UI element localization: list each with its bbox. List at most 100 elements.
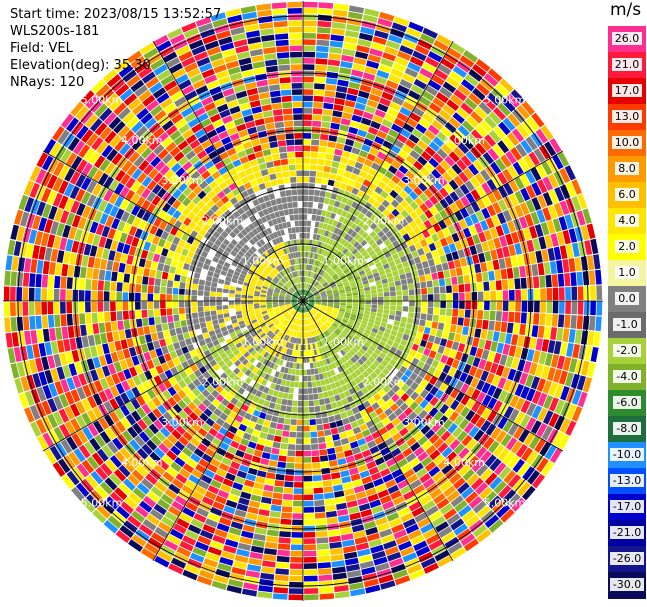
velocity-gate: [35, 357, 44, 372]
velocity-gate: [378, 63, 392, 74]
velocity-gate: [258, 183, 266, 191]
velocity-gate: [242, 267, 249, 273]
velocity-gate: [66, 289, 72, 301]
velocity-gate: [131, 410, 142, 422]
velocity-gate: [457, 317, 464, 326]
velocity-gate: [137, 419, 148, 431]
velocity-gate: [235, 287, 242, 292]
velocity-gate: [413, 318, 420, 326]
velocity-gate: [287, 336, 292, 342]
velocity-gate: [414, 512, 428, 523]
velocity-gate: [409, 149, 420, 160]
velocity-gate: [177, 389, 187, 399]
velocity-gate: [301, 270, 303, 276]
velocity-gate: [213, 408, 223, 417]
velocity-gate: [399, 365, 408, 374]
velocity-gate: [280, 379, 287, 386]
velocity-gate: [109, 455, 122, 468]
velocity-gate: [331, 472, 341, 480]
velocity-gate: [236, 51, 251, 60]
velocity-gate: [404, 369, 413, 378]
velocity-gate: [131, 510, 145, 523]
velocity-gate: [291, 296, 298, 300]
velocity-gate: [288, 588, 303, 594]
velocity-gate: [420, 313, 427, 320]
velocity-gate: [582, 315, 590, 330]
velocity-gate: [291, 532, 303, 538]
velocity-gate: [318, 334, 323, 341]
velocity-gate: [316, 234, 321, 241]
velocity-gate: [303, 538, 316, 544]
velocity-gate: [263, 446, 272, 454]
velocity-gate: [240, 63, 253, 72]
velocity-gate: [248, 500, 261, 509]
velocity-gate: [412, 106, 425, 118]
velocity-gate: [131, 168, 143, 180]
velocity-gate: [424, 461, 437, 472]
velocity-gate: [432, 97, 446, 109]
velocity-gate: [269, 173, 277, 181]
velocity-gate: [202, 371, 211, 380]
velocity-gate: [421, 440, 433, 451]
velocity-gate: [189, 155, 200, 165]
velocity-gate: [290, 272, 294, 279]
velocity-gate: [275, 287, 281, 291]
velocity-gate: [267, 291, 273, 295]
velocity-gate: [392, 495, 405, 506]
velocity-gate: [405, 387, 415, 397]
velocity-gate: [357, 129, 368, 138]
velocity-gate: [35, 274, 42, 288]
velocity-gate: [263, 244, 269, 251]
velocity-gate: [248, 347, 255, 354]
velocity-gate: [294, 284, 298, 290]
velocity-gate: [566, 404, 577, 420]
velocity-gate: [281, 326, 286, 332]
velocity-gate: [44, 369, 54, 384]
velocity-gate: [475, 124, 488, 138]
velocity-gate: [333, 104, 344, 112]
velocity-gate: [257, 9, 272, 17]
velocity-gate: [297, 413, 303, 419]
velocity-gate: [14, 378, 24, 394]
velocity-gate: [251, 55, 264, 63]
velocity-gate: [296, 277, 299, 283]
velocity-gate: [275, 568, 289, 575]
velocity-gate: [311, 288, 317, 293]
velocity-gate: [181, 233, 190, 242]
velocity-gate: [132, 336, 140, 347]
velocity-gate: [274, 480, 285, 487]
velocity-gate: [225, 393, 234, 402]
velocity-gate: [259, 22, 274, 30]
velocity-gate: [272, 593, 288, 600]
velocity-gate: [293, 304, 298, 308]
velocity-gate: [290, 550, 303, 557]
velocity-gate: [132, 103, 145, 116]
velocity-gate: [334, 591, 350, 599]
velocity-gate: [115, 420, 126, 433]
velocity-gate: [46, 174, 58, 190]
velocity-gate: [317, 20, 332, 28]
velocity-gate: [298, 306, 302, 313]
velocity-gate: [54, 145, 67, 161]
velocity-gate: [166, 466, 179, 478]
velocity-gate: [361, 566, 376, 576]
velocity-gate: [137, 266, 144, 276]
velocity-gate: [404, 195, 414, 205]
velocity-gate: [211, 222, 220, 231]
velocity-gate: [312, 316, 317, 322]
velocity-gate: [457, 528, 472, 541]
velocity-gate: [24, 390, 35, 406]
velocity-gate: [225, 431, 235, 440]
velocity-gate: [160, 230, 170, 240]
velocity-gate: [229, 132, 240, 142]
velocity-gate: [557, 434, 570, 450]
velocity-gate: [362, 317, 369, 322]
velocity-gate: [128, 366, 138, 377]
velocity-gate: [303, 289, 305, 295]
velocity-gate: [177, 193, 187, 203]
velocity-gate: [172, 199, 182, 210]
velocity-gate: [237, 332, 244, 339]
velocity-gate: [157, 69, 171, 81]
velocity-gate: [294, 469, 303, 476]
velocity-gate: [264, 268, 271, 274]
